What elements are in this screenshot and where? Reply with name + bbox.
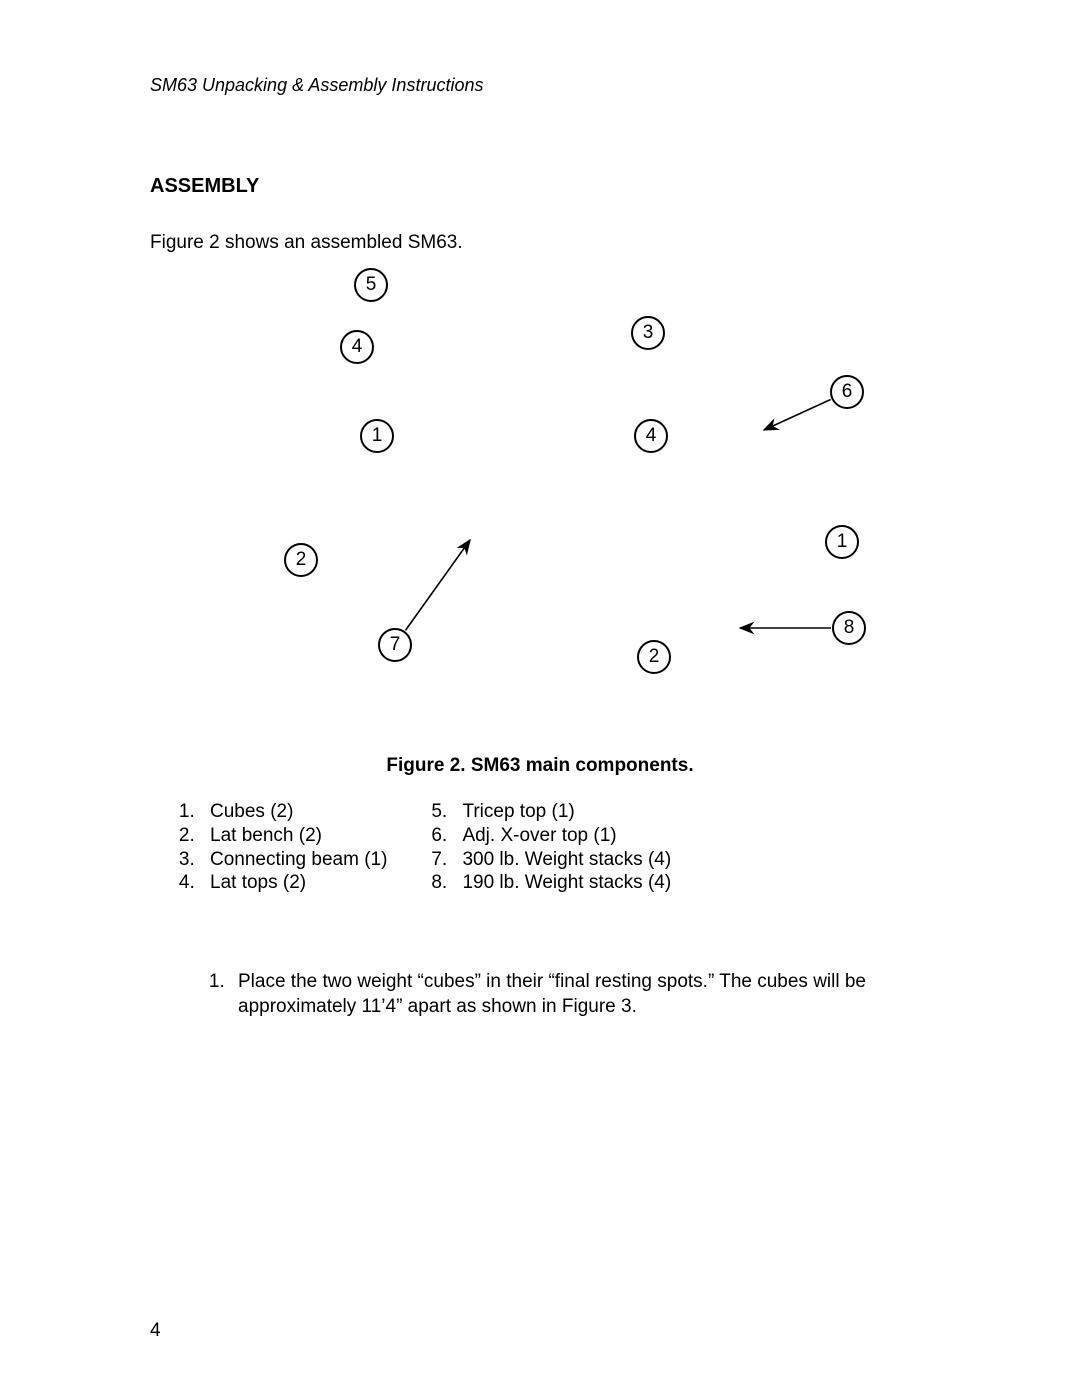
step-item: Place the two weight “cubes” in their “f… [230, 970, 920, 1019]
legend-col1: Cubes (2)Lat bench (2)Connecting beam (1… [170, 800, 387, 895]
arrows-layer [150, 265, 930, 685]
page: SM63 Unpacking & Assembly Instructions A… [0, 0, 1080, 1397]
callout-2: 2 [284, 543, 318, 577]
legend-item: 300 lb. Weight stacks (4) [452, 848, 671, 872]
intro-text: Figure 2 shows an assembled SM63. [150, 232, 463, 254]
legend-item: Connecting beam (1) [200, 848, 387, 872]
legend-item: 190 lb. Weight stacks (4) [452, 871, 671, 895]
legend-item: Adj. X-over top (1) [452, 824, 671, 848]
callout-4: 4 [634, 419, 668, 453]
callout-4: 4 [340, 330, 374, 364]
callout-2: 2 [637, 640, 671, 674]
callout-8: 8 [832, 611, 866, 645]
figure-diagram: 54361412728 [150, 265, 930, 685]
legend-item: Tricep top (1) [452, 800, 671, 824]
section-title: ASSEMBLY [150, 175, 259, 198]
legend: Cubes (2)Lat bench (2)Connecting beam (1… [170, 800, 671, 895]
callout-3: 3 [631, 316, 665, 350]
callout-5: 5 [354, 268, 388, 302]
callout-7: 7 [378, 628, 412, 662]
running-header: SM63 Unpacking & Assembly Instructions [150, 75, 483, 96]
arrow [405, 540, 470, 630]
legend-col2: Tricep top (1)Adj. X-over top (1)300 lb.… [422, 800, 671, 895]
arrow [764, 399, 831, 430]
assembly-steps: Place the two weight “cubes” in their “f… [200, 970, 920, 1019]
legend-item: Lat tops (2) [200, 871, 387, 895]
legend-item: Lat bench (2) [200, 824, 387, 848]
callout-6: 6 [830, 375, 864, 409]
callout-1: 1 [825, 525, 859, 559]
legend-item: Cubes (2) [200, 800, 387, 824]
figure-caption: Figure 2. SM63 main components. [0, 755, 1080, 777]
page-number: 4 [150, 1320, 161, 1342]
callout-1: 1 [360, 419, 394, 453]
